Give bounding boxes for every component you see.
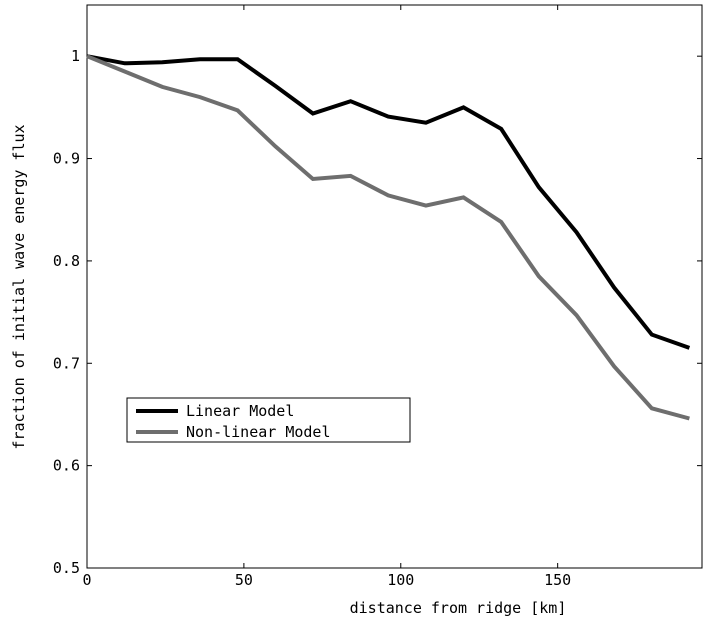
- y-tick-label: 0.7: [53, 354, 80, 372]
- legend-label-nonlinear: Non-linear Model: [186, 423, 331, 441]
- x-tick-label: 100: [387, 571, 414, 589]
- y-tick-label: 0.8: [53, 252, 80, 270]
- legend-label-linear: Linear Model: [186, 402, 294, 420]
- series-lines: [86, 54, 691, 421]
- x-tick-label: 150: [544, 571, 571, 589]
- x-tick-label: 0: [82, 571, 91, 589]
- series-line-nonlinear: [86, 54, 690, 421]
- y-tick-label: 0.5: [53, 559, 80, 577]
- series-line-linear: [86, 54, 691, 350]
- tick-labels: 0 50 100 150 0.5 0.6 0.7 0.8 0.9 1: [53, 47, 571, 589]
- legend-box: [126, 397, 411, 443]
- plot-area: [86, 4, 703, 569]
- y-tick-label: 0.6: [53, 457, 80, 475]
- x-axis-title: distance from ridge [km]: [350, 599, 567, 617]
- y-tick-label: 0.9: [53, 150, 80, 168]
- y-tick-label: 1: [71, 47, 80, 65]
- legend: Linear Model Non-linear Model: [126, 397, 411, 443]
- y-axis-title: fraction of initial wave energy flux: [10, 124, 28, 449]
- x-tick-label: 50: [235, 571, 253, 589]
